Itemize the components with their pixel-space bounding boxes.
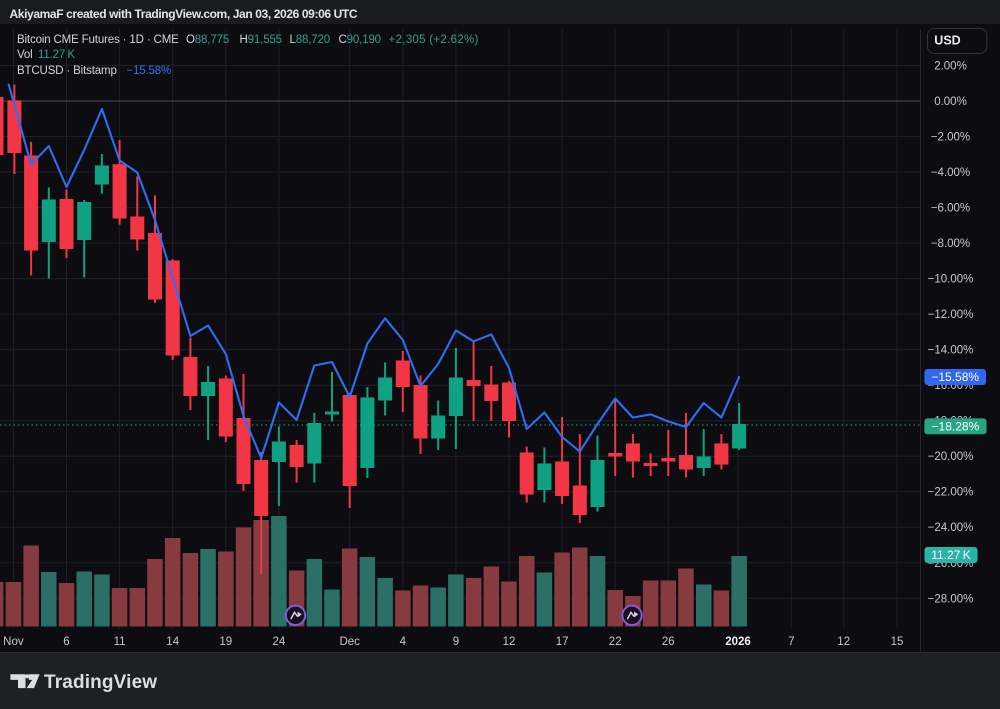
svg-text:−20.00%: −20.00%: [928, 451, 974, 463]
svg-text:−18.28%: −18.28%: [932, 419, 980, 433]
svg-text:6: 6: [63, 636, 69, 648]
svg-text:15: 15: [891, 636, 904, 648]
svg-text:11.27 K: 11.27 K: [931, 548, 971, 562]
svg-text:9: 9: [453, 636, 459, 648]
svg-text:11: 11: [114, 636, 126, 648]
svg-text:7: 7: [788, 636, 794, 648]
svg-text:−6.00%: −6.00%: [931, 203, 970, 215]
svg-text:Nov: Nov: [3, 636, 24, 648]
svg-text:−4.00%: −4.00%: [931, 167, 970, 179]
svg-text:USD: USD: [934, 33, 960, 47]
svg-text:2026: 2026: [725, 636, 751, 648]
svg-text:−12.00%: −12.00%: [928, 309, 974, 321]
svg-text:12: 12: [837, 636, 850, 648]
svg-text:12: 12: [503, 636, 516, 648]
svg-text:4: 4: [400, 636, 407, 648]
svg-text:−24.00%: −24.00%: [928, 522, 974, 534]
svg-text:−14.00%: −14.00%: [928, 345, 974, 357]
svg-text:14: 14: [166, 636, 179, 648]
svg-text:22: 22: [609, 636, 622, 648]
svg-text:19: 19: [219, 636, 232, 648]
svg-text:−15.58%: −15.58%: [931, 370, 979, 384]
svg-text:−10.00%: −10.00%: [928, 274, 974, 286]
svg-text:26: 26: [662, 636, 675, 648]
svg-text:17: 17: [556, 636, 569, 648]
svg-text:2.00%: 2.00%: [934, 61, 967, 73]
svg-text:−2.00%: −2.00%: [931, 132, 970, 144]
svg-text:−8.00%: −8.00%: [931, 238, 970, 250]
svg-text:−22.00%: −22.00%: [928, 487, 974, 499]
svg-text:24: 24: [273, 636, 286, 648]
svg-text:Dec: Dec: [339, 636, 360, 648]
svg-text:0.00%: 0.00%: [934, 96, 967, 108]
svg-text:−28.00%: −28.00%: [928, 593, 974, 605]
